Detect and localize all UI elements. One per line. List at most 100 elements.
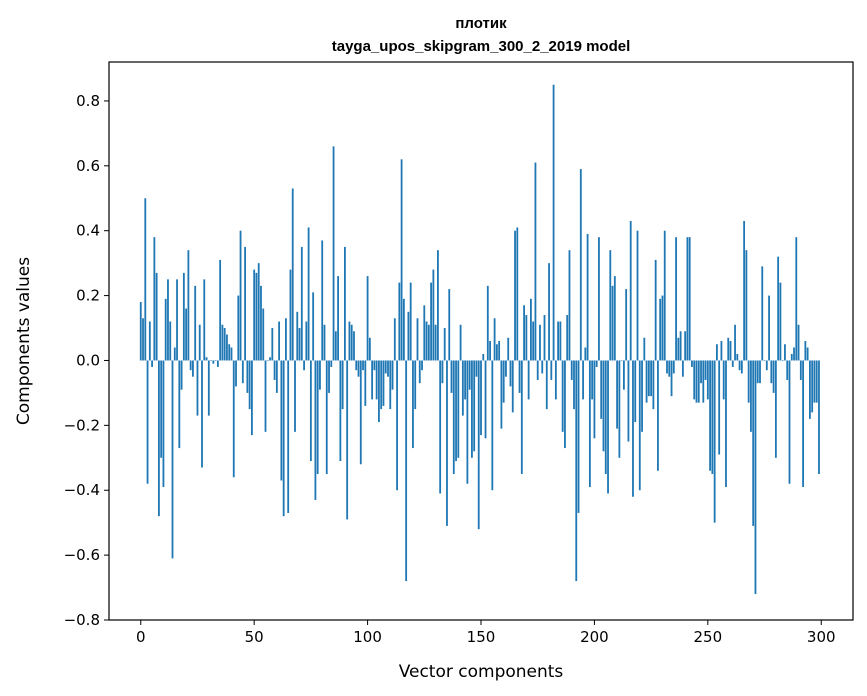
bar [171,360,174,559]
bar [663,230,666,361]
bar [391,360,394,390]
chart-title: плотик [455,15,507,32]
bar [688,237,691,361]
bar [788,360,791,484]
bar [269,357,271,361]
bar [455,360,457,462]
bar [194,285,197,361]
bar [768,295,770,361]
bar [169,321,172,361]
bar [491,360,494,491]
bar [636,230,639,361]
bar [275,360,278,393]
bar [226,334,228,361]
bar [543,315,546,361]
bar [210,360,212,362]
bar [409,282,412,361]
bar [747,360,750,403]
y-tick-label: 0.8 [76,92,100,110]
bar [432,269,435,361]
bar [260,285,262,361]
bar [480,360,482,436]
bar [341,360,344,410]
bar [355,360,358,371]
bar [616,360,618,429]
bar [255,272,258,361]
bar [731,360,734,367]
bar [412,360,414,449]
bar [593,360,596,439]
bar [291,188,294,361]
bar [532,321,535,361]
bar [743,220,746,361]
bar [675,237,677,361]
bar [677,337,680,361]
bar [287,360,290,513]
bar [257,263,260,361]
bar [185,308,188,361]
bar [475,360,478,377]
bar [212,360,215,364]
bar [368,337,371,361]
bar [632,360,634,497]
bar [348,321,351,361]
bar [418,360,421,384]
bar [550,360,553,380]
bar [579,169,582,361]
bar [443,328,446,361]
bar [248,360,251,410]
bar [473,360,476,452]
bar [232,360,235,478]
bar [765,360,768,371]
bar [559,321,562,361]
bar [316,360,319,475]
bar [740,360,743,374]
bar [160,360,163,458]
bar [790,353,793,361]
bar [534,162,537,361]
bar [727,337,730,361]
bar [541,360,544,374]
bar [811,360,814,413]
bar [489,341,491,361]
bar [325,360,328,475]
bar [389,360,392,410]
bar [784,344,786,361]
x-tick-label: 150 [467,628,496,646]
bar [568,250,571,361]
y-tick-label: 0.0 [76,351,100,369]
bar [452,360,455,475]
bar [148,321,151,361]
bar [781,360,784,362]
bar [752,360,755,526]
bar [393,318,396,361]
bar [809,360,811,419]
bar [709,360,711,471]
bar [196,360,199,416]
bar [754,360,757,595]
bar [691,360,693,367]
y-tick-label: 0.6 [76,157,100,175]
bar [602,360,605,452]
bar [763,360,766,362]
y-axis: −0.8 −0.6 −0.4 −0.2 0.0 0.2 0.4 0.6 0.8 [64,92,109,629]
bar [387,360,389,377]
bar [693,360,696,400]
bar [378,360,380,423]
bar [795,237,798,361]
bar [750,360,752,432]
bar [484,360,487,439]
y-axis-label: Components values [14,257,34,425]
bar [761,266,764,361]
bar [430,282,432,361]
bar [230,347,233,361]
bar [198,324,201,361]
bar [178,360,181,449]
bar [548,263,550,361]
bar [756,360,759,384]
bar [359,360,362,465]
bar [774,360,777,458]
bar [187,250,190,361]
bar [441,360,444,384]
bar [498,341,501,361]
